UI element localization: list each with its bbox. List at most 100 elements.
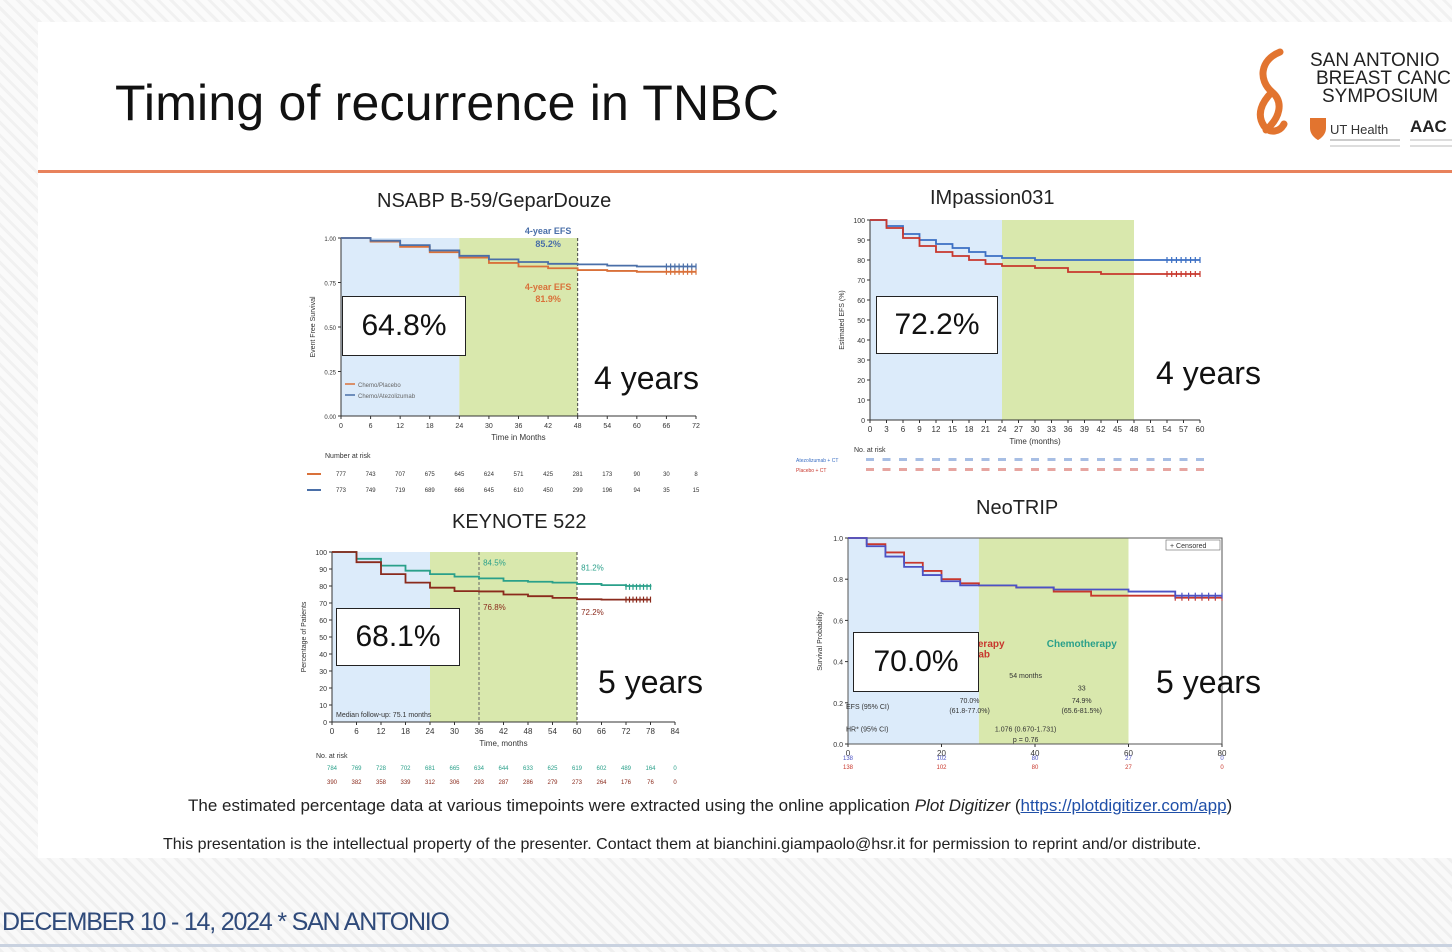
y-tick-label: 0.6 (833, 618, 843, 625)
x-tick-label: 21 (981, 425, 990, 434)
risk-row-label: Placebo + CT (796, 468, 826, 474)
x-tick-label: 24 (455, 423, 463, 430)
risk-value-mark (1097, 468, 1105, 471)
chart-impassion: 0 3 6 9 12 15 18 21 24 27 30 33 36 39 42 45 48 51 54 57 60 0 1… (790, 212, 1210, 482)
x-tick-label: 48 (574, 423, 582, 430)
x-tick-label: 45 (1113, 425, 1122, 434)
risk-value: 264 (596, 780, 607, 786)
years-label-neotrip: 5 years (1156, 664, 1261, 700)
x-tick-label: 20 (937, 749, 946, 758)
risk-value: 27 (1125, 756, 1132, 762)
median-followup-label: Median follow-up: 75.1 months (336, 712, 432, 719)
risk-value: 299 (573, 488, 584, 494)
risk-value-mark (1064, 468, 1072, 471)
y-tick-label: 30 (857, 358, 865, 365)
x-tick-label: 36 (475, 727, 484, 736)
y-tick-label: 80 (857, 258, 865, 265)
annotation: 76.8% (483, 603, 506, 612)
stat-label: HR* (95% CI) (846, 727, 888, 734)
risk-value-mark (1163, 458, 1171, 461)
risk-value: 80 (1032, 765, 1039, 771)
risk-value: 681 (425, 766, 436, 772)
risk-value: 0 (673, 766, 677, 772)
risk-value: 196 (602, 488, 613, 494)
risk-value: 80 (1032, 756, 1039, 762)
risk-value-mark (1113, 458, 1122, 461)
risk-value: 8 (694, 472, 698, 478)
x-tick-label: 24 (426, 727, 435, 736)
risk-value-mark (965, 458, 973, 461)
x-tick-label: 48 (1130, 425, 1139, 434)
risk-value: 777 (336, 472, 347, 478)
x-tick-label: 12 (932, 425, 941, 434)
risk-value: 743 (366, 472, 377, 478)
legend-label: Chemo/Atezolizumab (358, 394, 416, 400)
risk-value: 619 (572, 766, 583, 772)
risk-value: 286 (523, 780, 534, 786)
x-tick-label: 57 (1179, 425, 1188, 434)
y-axis-label: Estimated EFS (%) (839, 290, 846, 350)
risk-value-mark (1080, 468, 1089, 471)
risk-value-mark (1047, 468, 1056, 471)
risk-value: 164 (645, 766, 656, 772)
y-tick-label: 0.8 (833, 577, 843, 584)
stat-label: 33 (1078, 685, 1086, 692)
y-tick-label: 90 (319, 567, 327, 574)
x-tick-label: 0 (846, 749, 851, 758)
logo-aac: AAC (1410, 117, 1447, 136)
risk-value: 15 (693, 488, 700, 494)
risk-value-mark (915, 468, 924, 471)
y-tick-label: 0.75 (324, 282, 336, 288)
plotdigitizer-link[interactable]: https://plotdigitizer.com/app (1020, 796, 1227, 815)
risk-value: 176 (621, 780, 632, 786)
series-line-1 (332, 551, 651, 601)
risk-value-mark (882, 458, 891, 461)
risk-value: 644 (498, 766, 509, 772)
y-tick-label: 50 (319, 635, 327, 642)
x-tick-label: 40 (1031, 749, 1040, 758)
risk-value-mark (1146, 468, 1155, 471)
x-tick-label: 6 (901, 425, 906, 434)
risk-value: 728 (376, 766, 387, 772)
x-tick-label: 12 (377, 727, 386, 736)
legend-label: + Censored (1170, 543, 1206, 550)
risk-value-mark (932, 468, 940, 471)
footer-date: DECEMBER 10 - 14, 2024 * SAN ANTONIO (2, 908, 450, 936)
shield-icon (1310, 118, 1326, 140)
risk-value: 602 (596, 766, 607, 772)
y-tick-label: 10 (319, 703, 327, 710)
risk-value: 489 (621, 766, 632, 772)
x-axis-label: Time, months (479, 739, 527, 748)
risk-value-mark (1130, 468, 1138, 471)
risk-value: 390 (327, 780, 338, 786)
risk-value-mark (965, 468, 973, 471)
y-axis-label: Survival Probability (817, 611, 824, 671)
footnote-paren-close: ) (1226, 796, 1233, 815)
footnote-app-name: Plot Digitizer (914, 796, 1011, 815)
footnote: The estimated percentage data at various… (188, 796, 1232, 816)
risk-value: 0 (1220, 756, 1224, 762)
y-tick-label: 30 (319, 669, 327, 676)
x-tick-label: 30 (485, 423, 493, 430)
risk-value-mark (1196, 458, 1204, 461)
x-tick-label: 78 (646, 727, 655, 736)
x-tick-label: 60 (1124, 749, 1133, 758)
risk-value-mark (882, 468, 891, 471)
x-tick-label: 0 (868, 425, 873, 434)
risk-table-title: No. at risk (854, 447, 886, 454)
legend-label: Chemo/Placebo (358, 383, 401, 389)
risk-value: 138 (843, 765, 854, 771)
risk-table-title: Number at risk (325, 453, 371, 460)
logo-line1: SAN ANTONIO (1310, 50, 1440, 71)
stat-label: (65.6-81.5%) (1062, 708, 1102, 715)
stat-label: 74.9% (1072, 698, 1092, 705)
series-line-0 (332, 551, 652, 587)
risk-value: 287 (498, 780, 509, 786)
x-tick-label: 72 (622, 727, 631, 736)
risk-value-mark (1014, 458, 1023, 461)
risk-value-mark (1113, 468, 1122, 471)
x-tick-label: 54 (603, 423, 611, 430)
y-axis-label: Percentage of Patients (301, 601, 308, 672)
x-tick-label: 6 (369, 423, 373, 430)
risk-value: 306 (449, 780, 460, 786)
